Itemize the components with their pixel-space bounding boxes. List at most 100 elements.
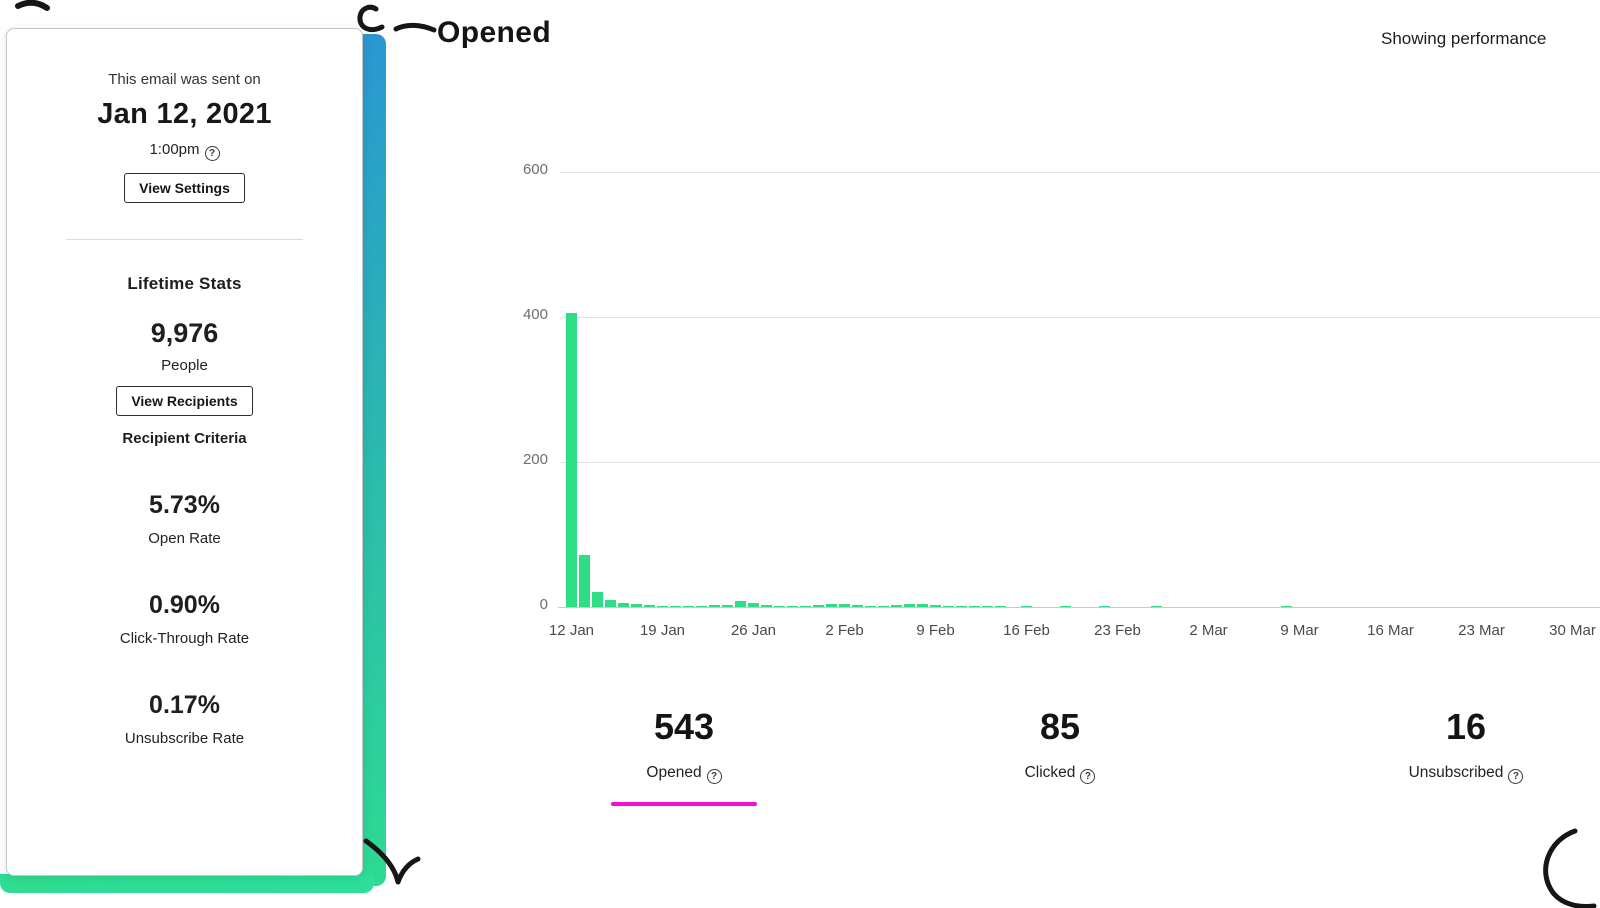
- card-divider: [66, 239, 303, 240]
- bar: [696, 605, 707, 607]
- metric-tab-clicked[interactable]: 85 Clicked?: [970, 706, 1150, 784]
- metric-label-text: Clicked: [1024, 764, 1076, 781]
- x-tick-label: 12 Jan: [548, 622, 595, 639]
- x-tick-label: 30 Mar: [1549, 622, 1596, 639]
- view-settings-button[interactable]: View Settings: [124, 173, 245, 203]
- gridline: [560, 462, 1600, 463]
- x-tick-label: 23 Mar: [1458, 622, 1505, 639]
- y-tick-label: 0: [539, 596, 548, 613]
- page-title: Opened: [437, 16, 552, 49]
- metric-label: Opened?: [594, 764, 774, 784]
- recipient-criteria-label: Recipient Criteria: [122, 430, 247, 447]
- bar: [735, 601, 746, 607]
- lifetime-stat: 0.90% Click-Through Rate: [7, 591, 362, 647]
- gridline: [560, 172, 1600, 173]
- bar: [800, 605, 811, 607]
- bar: [631, 604, 642, 607]
- showing-performance-text: Showing performance: [1381, 29, 1547, 48]
- bar: [592, 591, 603, 607]
- gradient-panel-edge: [360, 34, 386, 886]
- sent-date: Jan 12, 2021: [97, 98, 272, 130]
- bar: [722, 604, 733, 607]
- bar: [644, 604, 655, 607]
- bar: [995, 606, 1006, 607]
- help-icon[interactable]: ?: [204, 146, 220, 161]
- x-tick-label: 16 Feb: [1003, 622, 1050, 639]
- y-tick-label: 600: [522, 161, 548, 178]
- bar: [748, 602, 759, 607]
- x-tick-label: 9 Mar: [1280, 622, 1319, 639]
- annotation-circle-bottom-right: [1543, 828, 1597, 908]
- annotation-arrow-to-title: [357, 4, 437, 33]
- bar: [774, 605, 785, 607]
- metric-label: Clicked?: [970, 764, 1150, 784]
- help-icon[interactable]: ?: [1080, 769, 1096, 784]
- lifetime-stat: 5.73% Open Rate: [7, 491, 362, 547]
- x-tick-label: 23 Feb: [1094, 622, 1141, 639]
- bar: [878, 605, 889, 607]
- bar: [761, 604, 772, 607]
- bar: [787, 605, 798, 607]
- lifetime-stats-list: 5.73% Open Rate 0.90% Click-Through Rate 0.1…: [7, 491, 362, 747]
- bar: [579, 554, 590, 607]
- stat-label: Click-Through Rate: [119, 630, 250, 647]
- sent-time: 1:00pm: [149, 141, 200, 158]
- help-icon[interactable]: ?: [1508, 769, 1524, 784]
- bar: [709, 604, 720, 607]
- bar: [826, 604, 837, 607]
- bar: [956, 606, 967, 607]
- stat-value: 0.90%: [149, 591, 220, 619]
- metric-label-text: Unsubscribed: [1408, 764, 1504, 781]
- y-tick-label: 400: [522, 306, 548, 323]
- stat-label: Open Rate: [148, 530, 221, 547]
- bar: [930, 604, 941, 607]
- email-summary-card: This email was sent on Jan 12, 2021 1:00…: [6, 28, 363, 876]
- lifetime-stat: 0.17% Unsubscribe Rate: [7, 691, 362, 747]
- bar: [813, 604, 824, 607]
- x-tick-label: 16 Mar: [1367, 622, 1414, 639]
- bar: [670, 605, 681, 607]
- bar: [852, 604, 863, 607]
- bar: [1099, 606, 1110, 607]
- bar: [1151, 606, 1162, 607]
- gradient-panel-bottom: [0, 874, 374, 893]
- sent-time-row: 1:00pm?: [7, 141, 362, 161]
- annotation-mark-top-left: [15, 0, 50, 11]
- help-icon[interactable]: ?: [706, 769, 722, 784]
- x-tick-label: 19 Jan: [639, 622, 686, 639]
- view-recipients-button[interactable]: View Recipients: [116, 386, 253, 416]
- stat-value: 5.73%: [149, 491, 220, 519]
- bar: [982, 606, 993, 607]
- metric-value: 85: [1039, 706, 1081, 747]
- metric-label: Unsubscribed?: [1376, 764, 1556, 784]
- bar: [1060, 606, 1071, 607]
- stat-value: 0.17%: [149, 691, 220, 719]
- x-tick-label: 9 Feb: [916, 622, 955, 639]
- bar: [605, 599, 616, 607]
- lifetime-stats-title: Lifetime Stats: [127, 274, 242, 293]
- people-label: People: [161, 357, 208, 374]
- bar: [566, 313, 577, 607]
- gridline: [560, 317, 1600, 318]
- bar: [943, 605, 954, 607]
- x-tick-label: 2 Mar: [1189, 622, 1228, 639]
- active-tab-underline: [611, 802, 757, 806]
- people-count: 9,976: [150, 318, 219, 348]
- metric-tab-opened[interactable]: 543 Opened?: [594, 706, 774, 806]
- metric-value: 16: [1445, 706, 1487, 747]
- opened-bar-chart: [560, 172, 1600, 607]
- bar: [891, 604, 902, 607]
- bar: [657, 605, 668, 607]
- bar: [904, 604, 915, 607]
- x-tick-label: 2 Feb: [825, 622, 864, 639]
- sent-on-label: This email was sent on: [108, 71, 261, 88]
- metric-tab-unsubscribed[interactable]: 16 Unsubscribed?: [1376, 706, 1556, 784]
- bar: [839, 604, 850, 607]
- metric-value: 543: [653, 706, 715, 747]
- metric-label-text: Opened: [646, 764, 702, 781]
- y-tick-label: 200: [522, 451, 548, 468]
- bar: [917, 604, 928, 607]
- bar: [1021, 606, 1032, 607]
- bar: [1281, 606, 1292, 607]
